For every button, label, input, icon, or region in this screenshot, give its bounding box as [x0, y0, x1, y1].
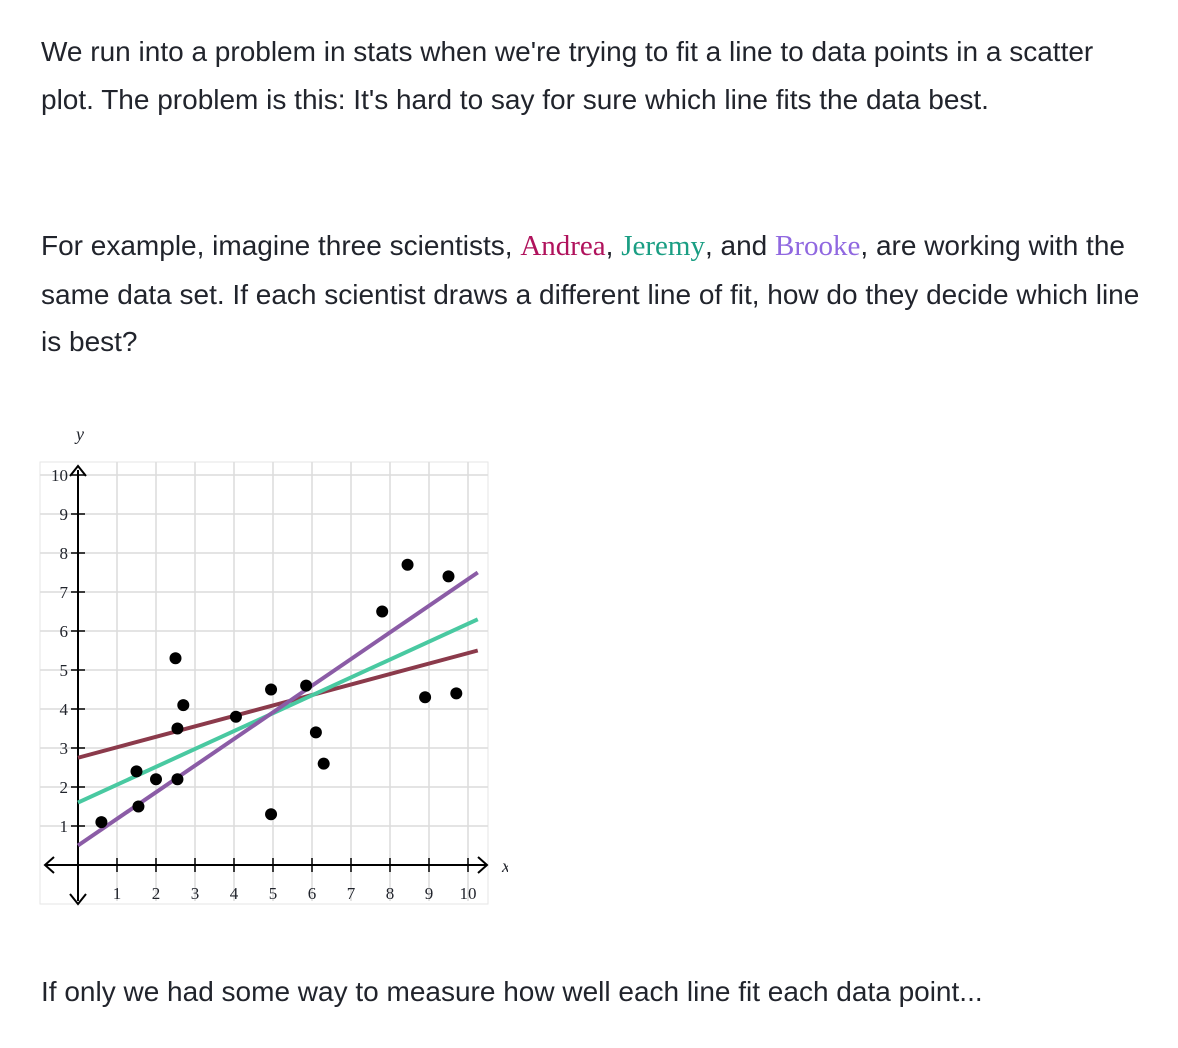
x-tick-label-10: 10	[460, 884, 477, 903]
data-point-10	[265, 683, 278, 696]
data-point-5	[169, 652, 182, 665]
example-text-end: , are working with the same data set. If…	[41, 230, 1140, 357]
x-tick-label-6: 6	[308, 884, 317, 903]
data-point-18	[442, 570, 455, 583]
data-point-8	[177, 699, 190, 712]
example-paragraph: For example, imagine three scientists, A…	[41, 222, 1151, 366]
closing-paragraph: If only we had some way to measure how w…	[41, 976, 983, 1007]
y-tick-label-1: 1	[60, 817, 69, 836]
scatter-plot: 1 2 3 4 5 6 7 8 9 10 1 2 3 4 5 6 7 8 9 10 x y	[39, 424, 508, 906]
data-point-16	[401, 558, 414, 571]
intro-paragraph: We run into a problem in stats when we'r…	[41, 36, 1094, 115]
data-point-11	[265, 808, 278, 821]
y-tick-label-2: 2	[60, 778, 69, 797]
x-tick-label-4: 4	[230, 884, 239, 903]
y-tick-label-9: 9	[60, 505, 69, 524]
data-point-7	[171, 773, 184, 786]
data-point-14	[317, 757, 330, 770]
x-tick-label-1: 1	[113, 884, 122, 903]
data-point-17	[419, 691, 432, 704]
brooke-fit-line	[76, 570, 479, 848]
example-separator-2: , and	[704, 230, 776, 261]
y-tick-label-7: 7	[60, 583, 69, 602]
y-tick-label-4: 4	[60, 700, 69, 719]
data-point-4	[150, 773, 162, 786]
andrea-fit-line	[77, 648, 479, 760]
x-tick-label-3: 3	[191, 884, 200, 903]
data-point-6	[171, 722, 184, 735]
name-andrea: Andrea	[520, 230, 606, 262]
data-point-12	[300, 679, 313, 692]
data-point-2	[130, 765, 143, 778]
x-tick-label-2: 2	[152, 884, 161, 903]
data-point-1	[95, 816, 108, 829]
plot-frame	[39, 461, 489, 905]
y-tick-label-8: 8	[60, 544, 69, 563]
y-tick-label-3: 3	[60, 739, 69, 758]
y-tick-label-6: 6	[60, 622, 69, 641]
x-tick-label-7: 7	[347, 884, 356, 903]
data-point-13	[309, 726, 322, 739]
data-point-9	[229, 710, 242, 723]
name-brooke: Brooke	[775, 230, 861, 262]
data-point-15	[376, 605, 389, 618]
data-point-3	[132, 800, 145, 813]
data-point-19	[450, 687, 463, 700]
name-jeremy: Jeremy	[621, 230, 705, 262]
x-axis-arrow-left	[43, 856, 55, 874]
x-tick-label-8: 8	[386, 884, 395, 903]
y-tick-label-5: 5	[60, 661, 69, 680]
x-tick-label-9: 9	[425, 884, 434, 903]
example-text-start: For example, imagine three scientists,	[41, 230, 521, 261]
y-axis-arrow-up	[69, 464, 87, 477]
x-axis-label: x	[501, 856, 508, 876]
example-separator-1: ,	[605, 230, 622, 261]
y-tick-label-10: 10	[51, 466, 68, 485]
y-axis-arrow-down	[69, 893, 87, 906]
x-axis-arrow-right	[477, 856, 489, 874]
x-tick-label-5: 5	[269, 884, 278, 903]
y-axis-label: y	[74, 424, 84, 444]
